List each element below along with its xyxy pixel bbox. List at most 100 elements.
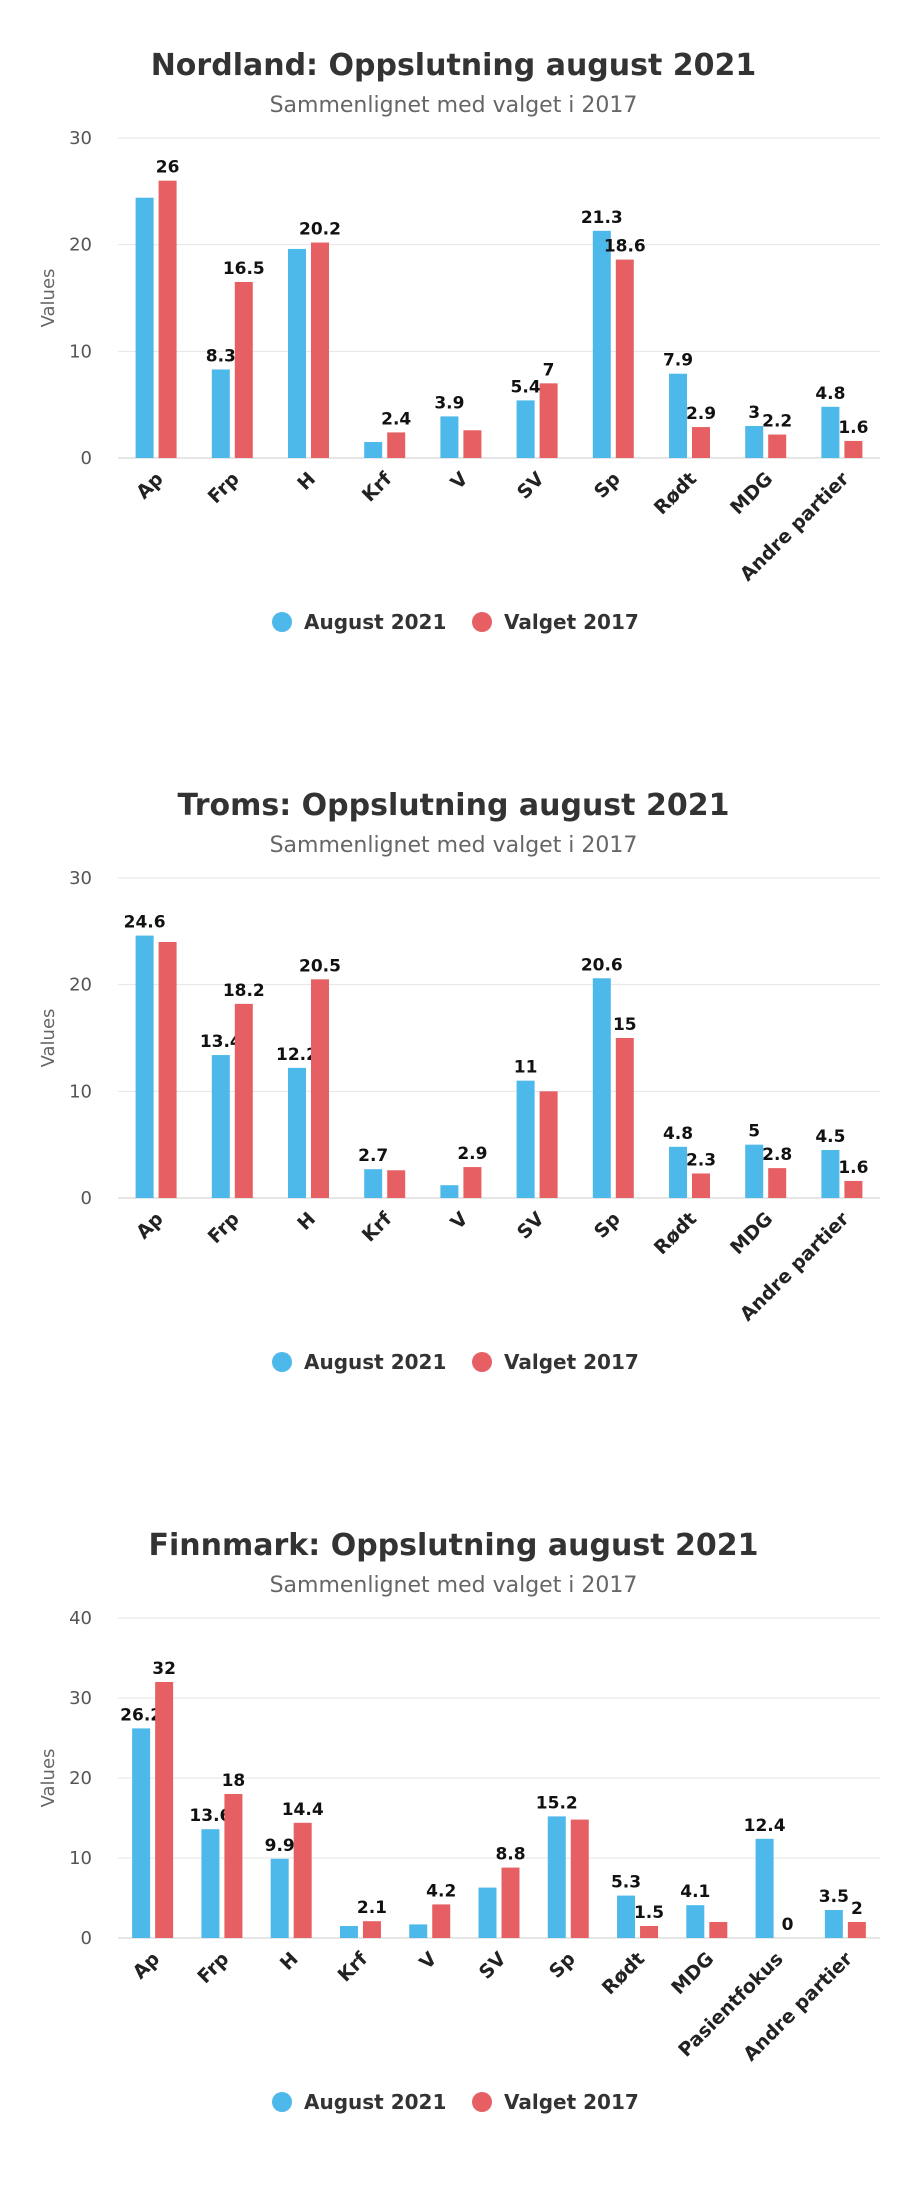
bar-andre-partier-valget-2017[interactable] [847, 1922, 866, 1938]
data-label: 4.2 [426, 1881, 456, 1901]
bar-v-august-2021[interactable] [409, 1924, 428, 1938]
bar-mdg-valget-2017[interactable] [709, 1922, 728, 1938]
bar-frp-valget-2017[interactable] [234, 1003, 253, 1198]
bar-h-august-2021[interactable] [288, 1067, 306, 1198]
bar-v-valget-2017[interactable] [463, 1167, 482, 1198]
bar-rodt-valget-2017[interactable] [692, 427, 710, 458]
bar-krf-valget-2017[interactable] [387, 1170, 406, 1198]
bar-rodt-august-2021[interactable] [617, 1895, 636, 1938]
bar-andre-partier-valget-2017[interactable] [844, 1180, 863, 1198]
bar-mdg-august-2021[interactable] [745, 426, 764, 458]
legend-marker-valget-2017[interactable] [472, 612, 492, 632]
bar-sp-august-2021[interactable] [592, 978, 611, 1198]
bar-mdg-august-2021[interactable] [745, 1144, 764, 1198]
bar-v-valget-2017[interactable] [463, 430, 482, 458]
bar-v-august-2021[interactable] [440, 1185, 459, 1198]
data-label: 5.4 [511, 377, 541, 397]
bar-sv-august-2021[interactable] [516, 1080, 535, 1198]
data-label: 3.9 [434, 393, 464, 413]
bar-h-valget-2017[interactable] [311, 979, 329, 1198]
data-label: 5 [748, 1122, 760, 1142]
bar-sp-valget-2017[interactable] [615, 1038, 634, 1198]
bar-ap-valget-2017[interactable] [158, 942, 177, 1198]
bar-ap-valget-2017[interactable] [158, 180, 177, 458]
bar-rodt-valget-2017[interactable] [640, 1926, 659, 1938]
bar-sp-valget-2017[interactable] [615, 259, 634, 458]
bar-frp-valget-2017[interactable] [234, 282, 253, 458]
bar-frp-valget-2017[interactable] [224, 1794, 243, 1938]
bar-mdg-august-2021[interactable] [686, 1905, 705, 1938]
legend-item-august-2021[interactable]: August 2021 [304, 1350, 446, 1374]
bar-sv-august-2021[interactable] [516, 400, 535, 458]
bar-frp-august-2021[interactable] [201, 1829, 220, 1938]
bar-ap-valget-2017[interactable] [155, 1682, 174, 1938]
legend-item-valget-2017[interactable]: Valget 2017 [504, 1350, 639, 1374]
data-label: 13.6 [189, 1806, 231, 1826]
bar-mdg-valget-2017[interactable] [768, 434, 787, 458]
legend-marker-august-2021[interactable] [272, 612, 292, 632]
legend-marker-august-2021[interactable] [272, 2092, 292, 2112]
bar-h-august-2021[interactable] [288, 248, 306, 458]
x-tick-label: Rødt [598, 1948, 649, 1999]
bar-sv-august-2021[interactable] [478, 1887, 497, 1938]
y-axis-label: Values [38, 1009, 59, 1068]
legend-marker-valget-2017[interactable] [472, 1352, 492, 1372]
data-label: 1.6 [838, 1158, 868, 1178]
bar-krf-valget-2017[interactable] [387, 432, 406, 458]
bar-andre-partier-valget-2017[interactable] [844, 440, 863, 458]
chart-subtitle: Sammenlignet med valget i 2017 [270, 833, 638, 858]
bar-krf-valget-2017[interactable] [362, 1921, 381, 1938]
bar-krf-august-2021[interactable] [364, 442, 383, 458]
bar-andre-partier-august-2021[interactable] [824, 1910, 843, 1938]
x-tick-label: Ap [132, 468, 168, 504]
bar-frp-august-2021[interactable] [211, 1055, 230, 1198]
y-tick-label: 10 [69, 1081, 92, 1102]
bar-sp-august-2021[interactable] [592, 230, 611, 458]
bar-rodt-valget-2017[interactable] [692, 1173, 710, 1198]
x-tick-label: Sp [590, 1208, 625, 1243]
data-label: 32 [152, 1659, 176, 1679]
bar-pasientfokus-august-2021[interactable] [755, 1838, 774, 1938]
bar-sp-august-2021[interactable] [547, 1816, 566, 1938]
x-tick-label: Krf [334, 1947, 373, 1986]
bar-krf-august-2021[interactable] [339, 1926, 358, 1938]
bar-sv-valget-2017[interactable] [539, 383, 558, 458]
bar-rodt-august-2021[interactable] [669, 1146, 687, 1198]
legend-item-august-2021[interactable]: August 2021 [304, 610, 446, 634]
data-label: 2.7 [358, 1146, 388, 1166]
bar-v-valget-2017[interactable] [432, 1904, 451, 1938]
data-label: 2.2 [762, 412, 792, 432]
data-label: 13.4 [200, 1032, 242, 1052]
bar-ap-august-2021[interactable] [132, 1728, 151, 1938]
bar-andre-partier-august-2021[interactable] [821, 406, 840, 458]
bar-frp-august-2021[interactable] [211, 369, 230, 458]
bar-h-august-2021[interactable] [270, 1858, 289, 1938]
bar-h-valget-2017[interactable] [293, 1822, 312, 1938]
bar-sv-valget-2017[interactable] [539, 1091, 558, 1198]
bar-sp-valget-2017[interactable] [570, 1819, 589, 1938]
data-label: 1.6 [838, 418, 868, 438]
bar-ap-august-2021[interactable] [135, 935, 154, 1198]
legend-marker-august-2021[interactable] [272, 1352, 292, 1372]
legend-marker-valget-2017[interactable] [472, 2092, 492, 2112]
bar-h-valget-2017[interactable] [311, 242, 329, 458]
bar-ap-august-2021[interactable] [135, 197, 154, 458]
data-label: 15 [613, 1015, 637, 1035]
bar-v-august-2021[interactable] [440, 416, 459, 458]
data-label: 3.5 [819, 1887, 849, 1907]
legend-item-valget-2017[interactable]: Valget 2017 [504, 2090, 639, 2114]
x-tick-label: MDG [726, 468, 777, 519]
bar-sv-valget-2017[interactable] [501, 1867, 520, 1938]
bar-andre-partier-august-2021[interactable] [821, 1150, 840, 1198]
bar-rodt-august-2021[interactable] [669, 373, 687, 458]
bar-mdg-valget-2017[interactable] [768, 1168, 787, 1198]
legend-item-august-2021[interactable]: August 2021 [304, 2090, 446, 2114]
x-tick-label: Sp [590, 468, 625, 503]
data-label: 2.4 [381, 409, 411, 429]
data-label: 16.5 [223, 259, 265, 279]
legend-item-valget-2017[interactable]: Valget 2017 [504, 610, 639, 634]
data-label: 18 [222, 1771, 246, 1791]
y-tick-label: 20 [69, 235, 92, 256]
x-tick-label: Ap [129, 1948, 165, 1984]
bar-krf-august-2021[interactable] [364, 1169, 383, 1198]
